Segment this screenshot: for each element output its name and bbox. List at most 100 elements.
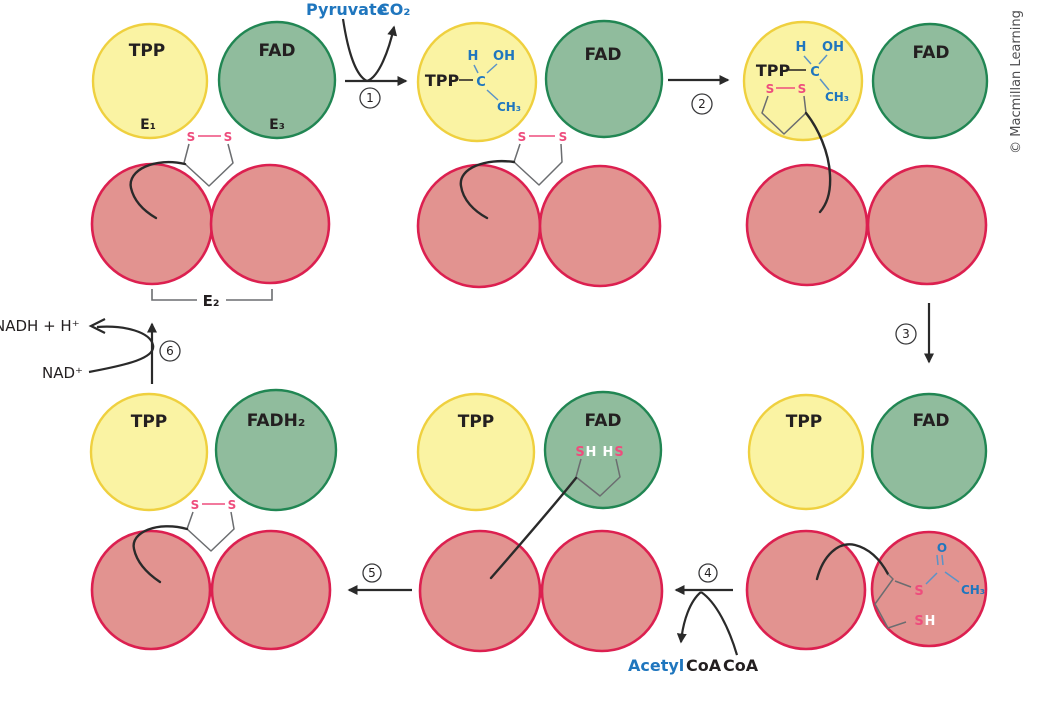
fad-label: FAD (913, 411, 950, 431)
e1-tpp-circle (416, 21, 538, 143)
reaction-step-2: 2 (668, 75, 730, 115)
reaction-step-6: 6 NADH + H⁺ NAD⁺ (0, 317, 181, 384)
carbon-label: C (810, 65, 820, 80)
fad-label: FAD (585, 411, 622, 431)
e2-core-circle (538, 164, 662, 288)
e2-core-circle (870, 530, 988, 648)
acetyl-label: Acetyl (628, 656, 684, 675)
acetyl-coa-label: CoA (686, 656, 722, 675)
c-oh-bond (818, 54, 828, 65)
e2-core-circle (90, 529, 212, 651)
e2-core-circle (745, 529, 867, 651)
panel-top-middle: TPP C H OH CH₃ FAD S S (416, 19, 664, 289)
lipoamide-tether (459, 159, 516, 220)
reaction-step-4: 4 Acetyl CoA CoA (628, 563, 759, 675)
lipoamide-ring (183, 143, 234, 187)
coa-in-curve (700, 591, 739, 656)
tpp-label: TPP (425, 71, 460, 90)
co2-label: CO₂ (378, 0, 410, 19)
tpp-label: TPP (756, 61, 791, 80)
c-ch3-bond (944, 571, 960, 583)
step-4-badge (698, 563, 718, 583)
lipoamide-tether (489, 476, 578, 580)
e3-fadh2-circle (214, 388, 338, 512)
dihydrolipoamide-chain (874, 573, 912, 629)
lipoamide-ring (761, 95, 807, 135)
hydrogen-label: H (796, 40, 807, 55)
nadh-arrowhead-icon (88, 318, 106, 334)
step-1-number: 1 (366, 91, 374, 105)
reaction-step-5: 5 (347, 563, 412, 595)
c-h-bond (803, 55, 812, 65)
e3-label: E₃ (269, 117, 285, 133)
c-oh-bond (486, 63, 498, 74)
panel-bottom-middle: TPP FAD S H H S (416, 390, 664, 653)
fad-label: FAD (585, 45, 622, 65)
step-6-number: 6 (166, 344, 174, 358)
e2-core-circle (210, 529, 332, 651)
sulfur-label: S (187, 130, 196, 144)
sulfur-label: S (798, 82, 807, 96)
lipoamide-ring (513, 143, 563, 186)
lipoamide-ring (186, 511, 235, 552)
methyl-label: CH₃ (497, 100, 521, 114)
e3-fad-circle (870, 392, 988, 510)
thiol-h-label: H (586, 445, 597, 460)
panel-bottom-left: TPP FADH₂ S S (89, 388, 338, 651)
oxygen-label: O (937, 541, 947, 555)
step-5-badge (362, 563, 382, 583)
thiol-h-label: H (603, 445, 614, 460)
hydroxyl-label: OH (822, 40, 844, 55)
dihydrolipoamide-chain (575, 458, 621, 497)
nad-label: NAD⁺ (42, 364, 83, 382)
sulfur-label: S (224, 130, 233, 144)
c-o-double-bond (941, 554, 944, 566)
methyl-label: CH₃ (825, 90, 849, 104)
fadh2-label: FADH₂ (247, 411, 306, 431)
e1-tpp-circle (416, 392, 536, 512)
coa-label: CoA (723, 656, 759, 675)
e2-core-circle (209, 163, 331, 285)
sulfur-label: S (518, 130, 527, 144)
e3-fad-circle (217, 20, 337, 140)
e1-tpp-circle (89, 392, 209, 512)
e1-tpp-circle (91, 22, 209, 140)
step-4-number: 4 (704, 566, 712, 580)
methyl-label: CH₃ (961, 583, 985, 597)
tpp-label: TPP (786, 412, 823, 432)
c-h-bond (473, 64, 479, 74)
credit-label: © Macmillan Learning (1009, 10, 1024, 154)
c-ch3-bond (819, 78, 830, 91)
sulfur-label: S (559, 130, 568, 144)
panel-top-left: TPP E₁ FAD E₃ S S (90, 20, 337, 286)
tpp-label: TPP (129, 41, 166, 61)
co2-out-curve (366, 25, 398, 83)
bracket-line (151, 289, 273, 301)
tpp-label: TPP (458, 412, 495, 432)
hydrogen-label: H (468, 49, 479, 64)
lipoamide-tether (132, 525, 189, 584)
step-1-badge (359, 87, 381, 109)
step-2-number: 2 (698, 97, 706, 111)
thiol-s-label: S (614, 445, 623, 460)
e2-core-circle (418, 529, 542, 653)
thioester-sulfur-label: S (914, 584, 923, 599)
e3-fad-circle (544, 19, 664, 139)
e2-core-circle (90, 162, 214, 286)
s-c-bond (925, 572, 938, 585)
e1-tpp-circle (747, 393, 865, 511)
fad-label: FAD (913, 43, 950, 63)
e2-label: E₂ (203, 292, 220, 310)
hydroxyl-label: OH (493, 49, 515, 64)
pyruvate-label: Pyruvate (306, 0, 388, 19)
panel-bottom-right: TPP FAD O S CH₃ S H (745, 392, 988, 651)
e3-fad-circle (871, 22, 989, 140)
lipoamide-tether (129, 160, 187, 220)
c-o-double-bond (936, 554, 939, 566)
nadh-label: NADH + H⁺ (0, 317, 80, 335)
e2-core-circle (416, 163, 542, 289)
fad-label: FAD (259, 41, 296, 61)
c-ch3-bond (486, 89, 499, 101)
nad-nadh-curve (88, 325, 155, 374)
